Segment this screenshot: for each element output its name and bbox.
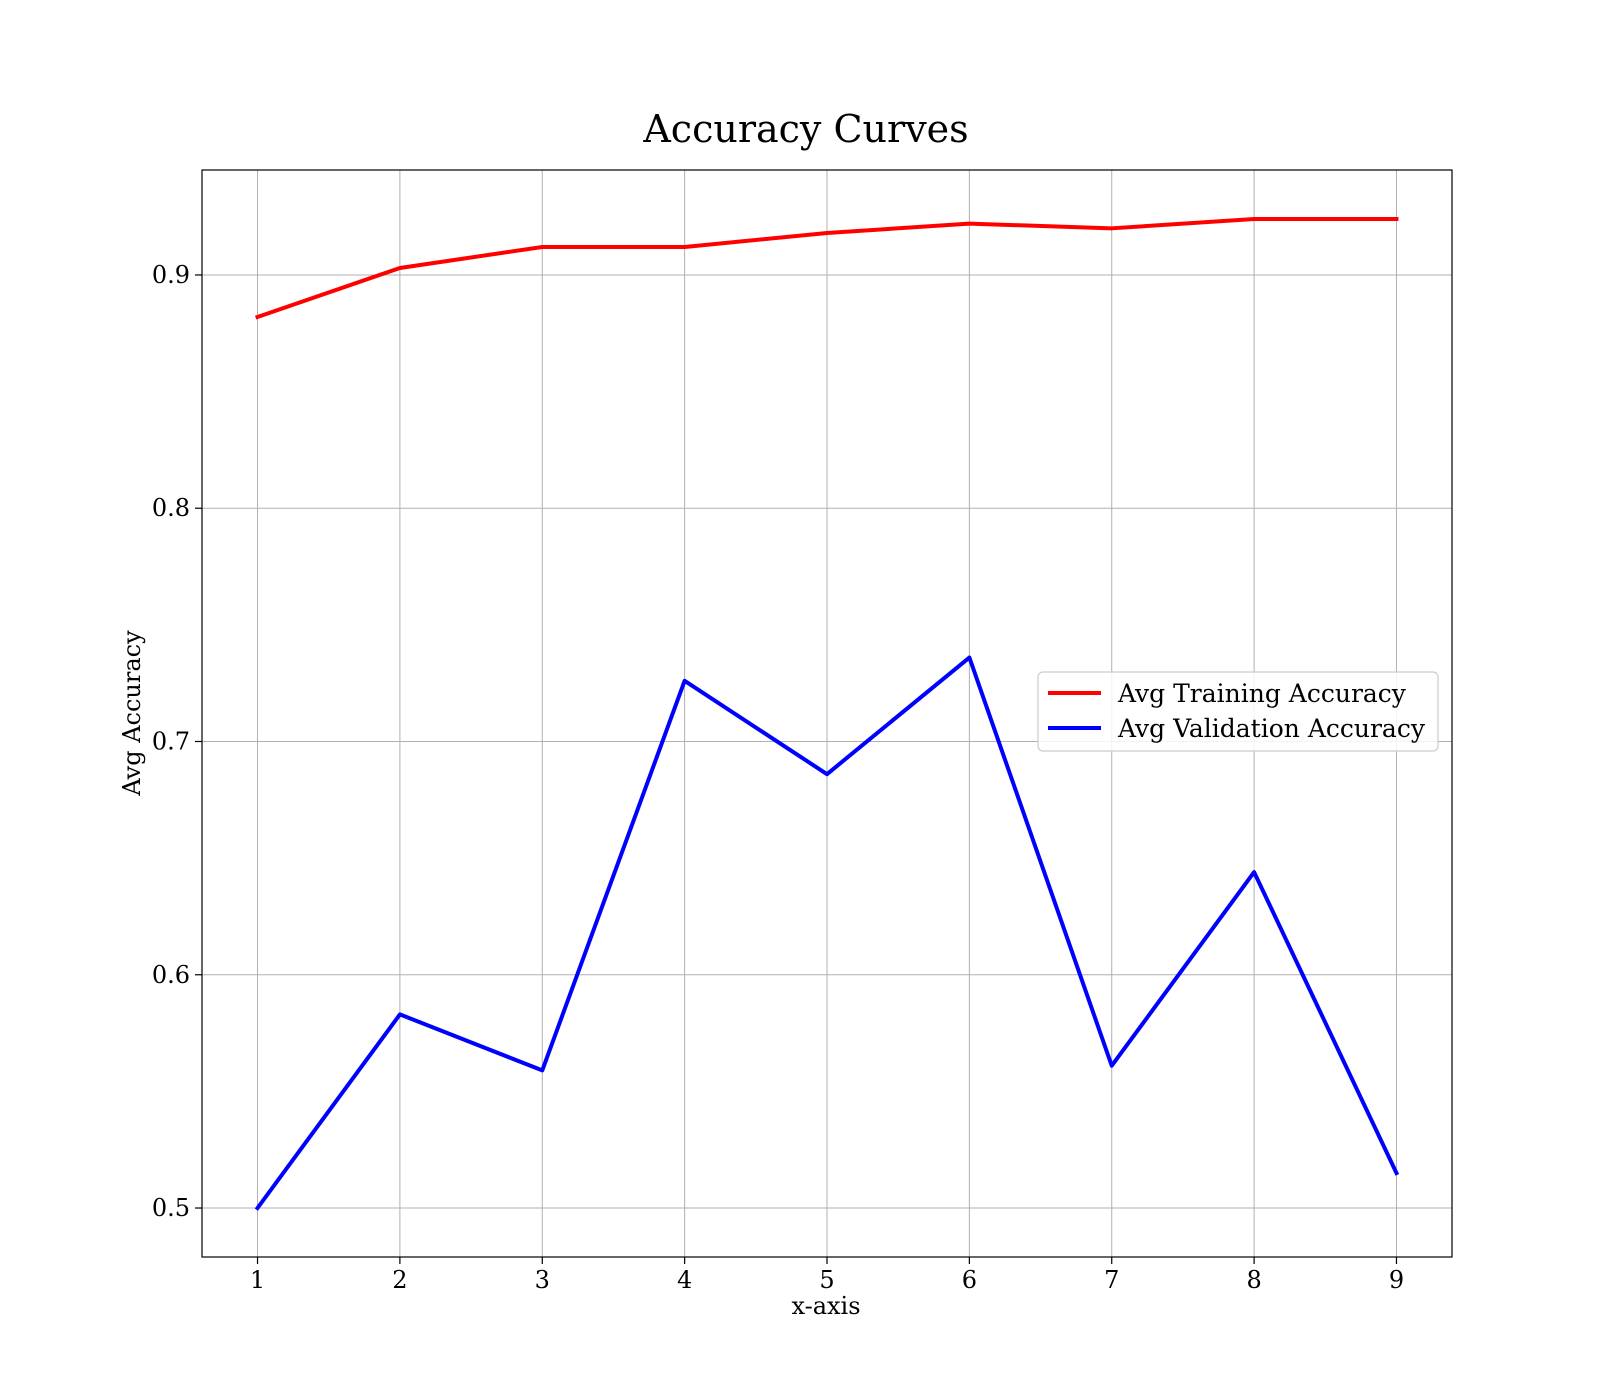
x-tick-label: 8 (1246, 1266, 1261, 1294)
y-tick-label: 0.7 (152, 727, 190, 755)
x-tick-label: 4 (677, 1266, 692, 1294)
x-tick-label: 2 (392, 1266, 407, 1294)
series-line-validation (254, 655, 1400, 1211)
y-tick-label: 0.6 (152, 961, 190, 989)
series-line-training (254, 216, 1399, 320)
legend-box (1037, 671, 1439, 752)
x-tick-label: 3 (535, 1266, 550, 1294)
x-tick-label: 9 (1389, 1266, 1404, 1294)
legend: Avg Training Accuracy Avg Validation Accu… (1037, 671, 1439, 752)
legend-label: Avg Validation Accuracy (1117, 714, 1426, 743)
chart-title: Accuracy Curves (642, 107, 968, 151)
x-tick-label: 7 (1104, 1266, 1119, 1294)
x-tick-label: 6 (962, 1266, 977, 1294)
grid-lines (202, 170, 1452, 1257)
x-tick-label: 5 (819, 1266, 834, 1294)
legend-label: Avg Training Accuracy (1117, 679, 1407, 708)
axis-ticks: 1 2 3 4 5 6 7 8 9 0.5 0.6 0.7 0.8 0.9 (152, 261, 1404, 1294)
series-lines (254, 216, 1400, 1211)
y-tick-label: 0.8 (152, 494, 190, 522)
y-tick-label: 0.5 (152, 1194, 190, 1222)
x-tick-label: 1 (250, 1266, 265, 1294)
y-axis-label: Avg Accuracy (118, 630, 146, 797)
x-axis-label: x-axis (791, 1292, 860, 1320)
y-tick-label: 0.9 (152, 261, 190, 289)
